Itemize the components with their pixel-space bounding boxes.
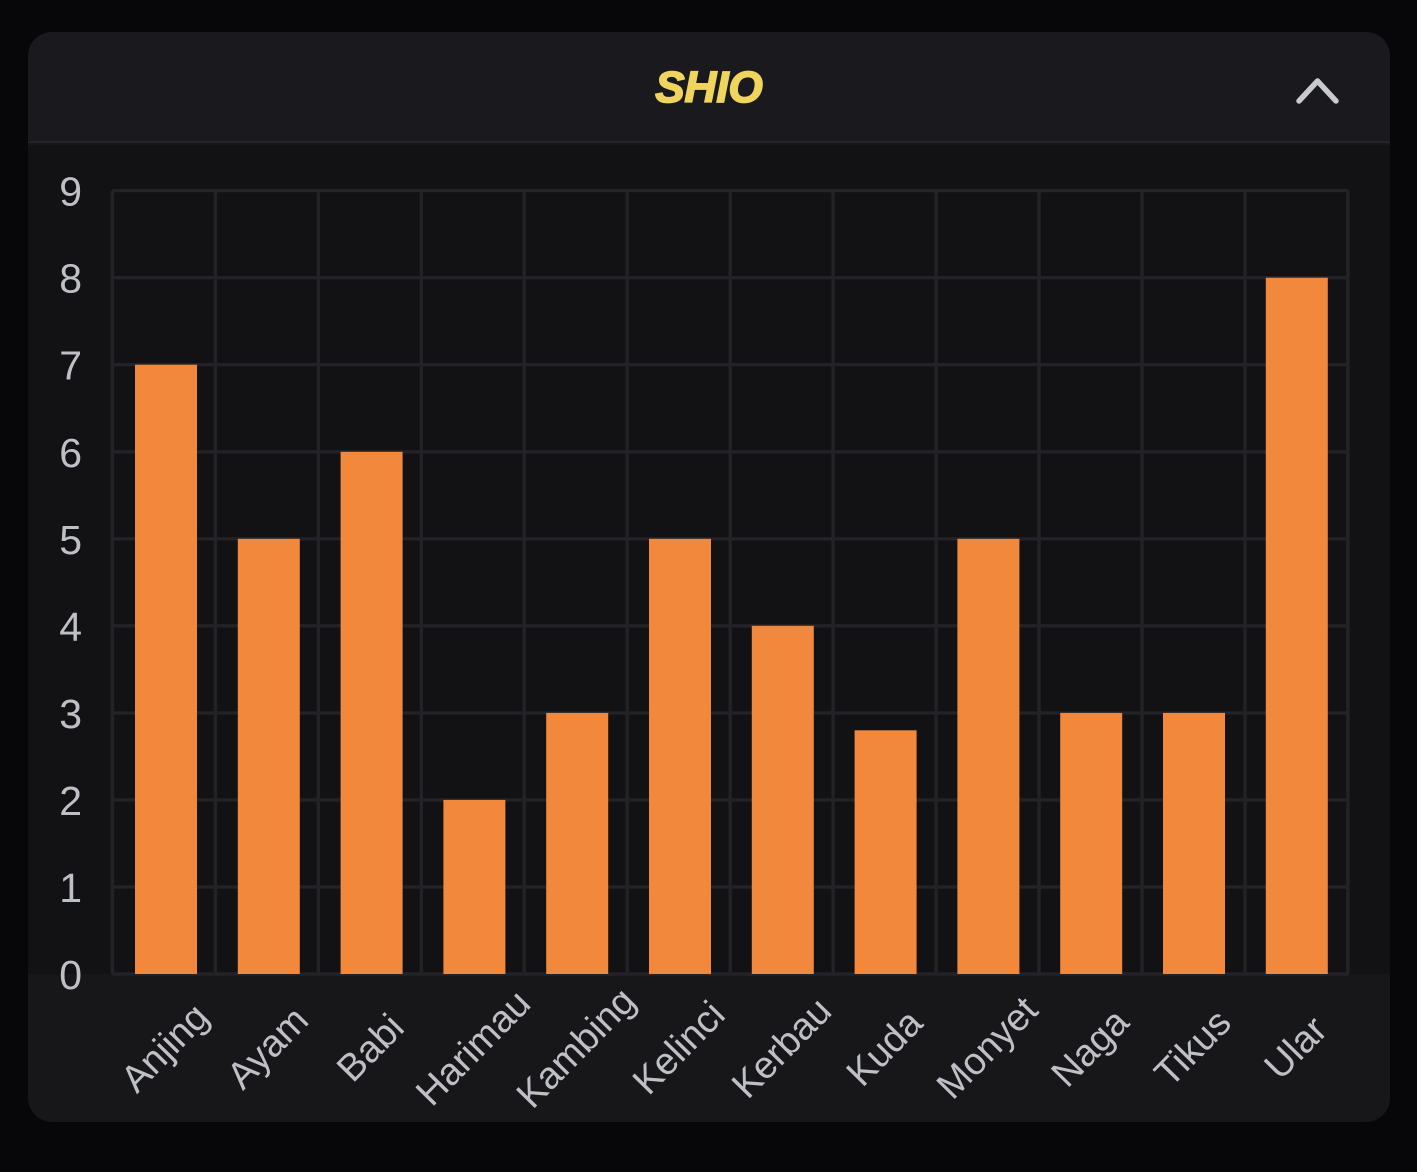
svg-text:6: 6: [59, 430, 82, 476]
svg-text:Kuda: Kuda: [839, 1001, 932, 1094]
svg-text:Anjing: Anjing: [113, 996, 217, 1101]
svg-text:Kerbau: Kerbau: [724, 990, 840, 1107]
svg-text:Ayam: Ayam: [219, 999, 317, 1097]
svg-text:8: 8: [59, 256, 82, 302]
svg-text:Ular: Ular: [1257, 1008, 1336, 1087]
svg-text:Babi: Babi: [329, 1006, 412, 1090]
svg-text:5: 5: [59, 517, 82, 563]
svg-text:1: 1: [59, 865, 82, 911]
svg-text:Naga: Naga: [1044, 1001, 1138, 1096]
svg-text:2: 2: [59, 778, 82, 824]
svg-text:9: 9: [59, 169, 82, 215]
svg-text:Kambing: Kambing: [509, 980, 644, 1116]
svg-text:7: 7: [59, 343, 82, 389]
svg-text:0: 0: [59, 952, 82, 998]
svg-text:Monyet: Monyet: [929, 989, 1047, 1108]
svg-text:4: 4: [59, 604, 82, 650]
svg-text:3: 3: [59, 691, 82, 737]
svg-text:Tikus: Tikus: [1147, 1002, 1240, 1095]
